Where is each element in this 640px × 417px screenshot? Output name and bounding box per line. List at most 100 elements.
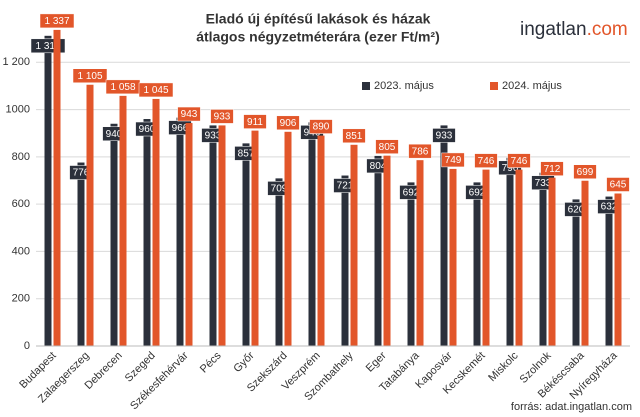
y-tick-label: 400 xyxy=(12,245,30,257)
bar xyxy=(416,160,424,346)
bar xyxy=(284,131,292,346)
bar xyxy=(440,125,448,346)
value-label: 857 xyxy=(238,149,255,160)
value-label-box xyxy=(309,119,333,134)
y-tick-label: 800 xyxy=(12,151,30,163)
logo-name: ingatlan xyxy=(520,19,587,40)
source: forrás: adat.ingatlan.com xyxy=(511,401,632,413)
value-label: 786 xyxy=(412,146,429,157)
value-label: 645 xyxy=(610,180,627,191)
bar xyxy=(449,168,457,346)
value-label: 712 xyxy=(544,164,561,175)
logo-domain: .com xyxy=(587,19,628,40)
legend-swatch xyxy=(490,82,498,90)
y-tick-label: 0 xyxy=(24,340,30,352)
bar xyxy=(614,193,622,346)
value-label: 940 xyxy=(106,129,123,140)
value-label: 796 xyxy=(502,163,519,174)
value-label-box xyxy=(177,106,201,122)
value-label-box xyxy=(540,161,564,176)
bar xyxy=(473,182,481,346)
value-label: 960 xyxy=(139,124,156,135)
value-label: 692 xyxy=(469,188,486,199)
value-label: 699 xyxy=(577,167,594,178)
legend-swatch xyxy=(362,82,370,90)
value-label: 851 xyxy=(346,131,363,142)
bar xyxy=(275,178,283,346)
value-label: 1 105 xyxy=(77,71,102,82)
value-label: 749 xyxy=(445,155,462,166)
y-tick-label: 600 xyxy=(12,198,30,210)
value-label: 966 xyxy=(172,123,189,134)
bar xyxy=(53,29,61,347)
value-label: 733 xyxy=(535,178,552,189)
bar xyxy=(119,95,127,346)
bar xyxy=(374,155,382,346)
value-label-box xyxy=(573,164,597,179)
value-label: 911 xyxy=(247,117,263,128)
value-label-box xyxy=(72,68,108,83)
bar xyxy=(341,175,349,346)
value-label: 943 xyxy=(181,109,198,120)
value-label-box xyxy=(276,115,300,131)
value-label: 746 xyxy=(511,156,528,167)
bar xyxy=(383,155,391,346)
value-label: 805 xyxy=(379,142,396,153)
value-label: 933 xyxy=(436,131,453,142)
legend-label: 2023. május xyxy=(374,80,434,92)
bar xyxy=(482,169,490,346)
bar xyxy=(242,143,250,346)
bar xyxy=(308,122,316,347)
value-label: 1 045 xyxy=(143,85,168,96)
value-label-box xyxy=(507,153,531,168)
value-label: 746 xyxy=(478,156,495,167)
bar xyxy=(209,125,217,346)
value-label: 692 xyxy=(403,188,420,199)
bar xyxy=(515,169,523,346)
bar xyxy=(185,123,193,347)
bar xyxy=(350,144,358,346)
value-label: 776 xyxy=(73,168,90,179)
x-tick-label: Győr xyxy=(231,349,257,375)
bar xyxy=(506,157,514,346)
value-label-box xyxy=(210,109,234,124)
bar xyxy=(218,125,226,346)
value-label: 620 xyxy=(568,205,585,216)
bar xyxy=(44,35,52,346)
value-label-box xyxy=(408,143,432,159)
legend-label: 2024. május xyxy=(502,80,562,92)
bar xyxy=(407,182,415,346)
value-label: 890 xyxy=(313,122,330,133)
bar xyxy=(77,162,85,346)
bar xyxy=(152,98,160,346)
logo: ingatlan.com xyxy=(520,19,628,40)
bar xyxy=(572,199,580,346)
value-label: 709 xyxy=(271,184,288,195)
value-label-box xyxy=(342,128,366,144)
chart-title: Eladó új építésű lakások és házak xyxy=(206,11,431,27)
value-label: 721 xyxy=(337,181,354,192)
bar xyxy=(143,119,151,347)
bar xyxy=(86,84,94,346)
value-label-box xyxy=(375,139,399,154)
bar xyxy=(581,180,589,346)
value-label-box xyxy=(474,153,498,168)
value-label: 933 xyxy=(214,112,231,123)
x-tick-label: Pécs xyxy=(198,349,224,375)
bar xyxy=(539,172,547,346)
value-label-box xyxy=(39,13,75,29)
value-label: 632 xyxy=(601,202,618,213)
x-tick-label: Székesfehérvár xyxy=(128,349,191,412)
bar xyxy=(176,117,184,346)
value-label-box xyxy=(606,177,630,192)
value-label: 933 xyxy=(205,131,222,142)
bar xyxy=(317,135,325,346)
bar xyxy=(251,130,259,346)
value-label: 1 312 xyxy=(35,41,60,52)
x-tick-label: Miskolc xyxy=(486,349,521,384)
bar xyxy=(548,177,556,346)
bar xyxy=(605,196,613,346)
y-tick-label: 200 xyxy=(12,293,30,305)
y-tick-label: 1000 xyxy=(6,103,30,115)
